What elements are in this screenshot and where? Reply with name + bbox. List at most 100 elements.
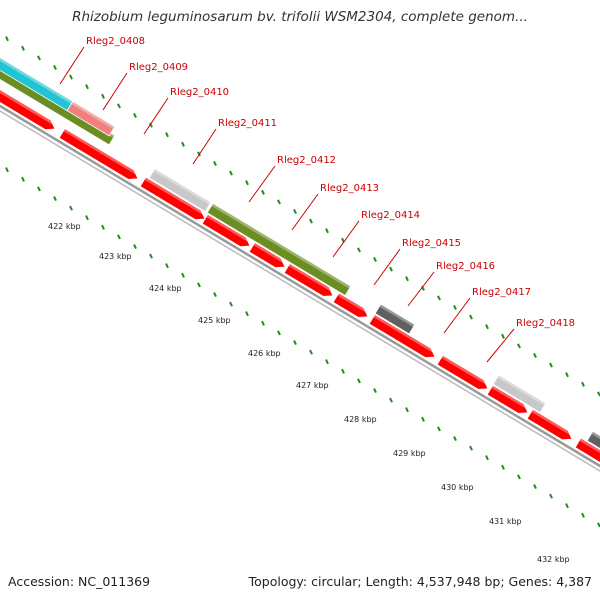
dark-gray-feature[interactable] [374, 303, 416, 335]
cds-arrow[interactable] [436, 354, 491, 393]
kbp-label: 426 kbp [248, 349, 281, 358]
kbp-labels: 422 kbp 423 kbp 424 kbp 425 kbp 426 kbp 427 k… [48, 222, 570, 564]
cds-arrow[interactable] [526, 408, 575, 444]
inner-tick [245, 311, 249, 317]
inner-tick [53, 195, 57, 202]
outer-tick [453, 304, 457, 311]
cds-arrow[interactable] [332, 292, 371, 322]
outer-tick [389, 266, 393, 272]
kbp-label: 425 kbp [198, 316, 231, 325]
cds-arrow[interactable] [139, 176, 208, 224]
inner-tick [293, 339, 297, 346]
gene-labels: Rleg2_0408 Rleg2_0409 Rleg2_0410 Rleg2_0411… [86, 36, 575, 329]
inner-tick [5, 167, 9, 173]
gene-label[interactable]: Rleg2_0409 [129, 62, 188, 73]
inner-tick [85, 215, 89, 221]
outer-tick [533, 352, 537, 359]
label-leaders [59, 46, 515, 363]
outer-tick [229, 170, 233, 176]
cds-arrow[interactable] [58, 127, 141, 183]
topology-summary: Topology: circular; Length: 4,537,948 bp… [248, 574, 592, 589]
gene-label[interactable]: Rleg2_0418 [516, 318, 575, 329]
cds-arrow[interactable] [283, 262, 336, 300]
inner-tick [405, 407, 409, 413]
inner-tick [37, 186, 41, 192]
outer-tick [85, 84, 89, 90]
gene-label[interactable]: Rleg2_0410 [170, 87, 229, 98]
outer-tick [469, 314, 473, 320]
olive-feature[interactable] [206, 202, 352, 297]
outer-tick [21, 45, 25, 51]
pink-feature[interactable] [66, 100, 116, 137]
inner-tick [533, 483, 537, 490]
inner-tick [485, 455, 489, 461]
leader-line [332, 220, 360, 258]
inner-tick [565, 503, 569, 509]
kbp-label: 423 kbp [99, 252, 132, 261]
leader-line [443, 297, 471, 334]
leader-line [192, 128, 217, 165]
gene-label[interactable]: Rleg2_0412 [277, 155, 336, 166]
inner-tick [181, 272, 185, 278]
outer-tick [5, 36, 9, 42]
inner-tick [101, 224, 105, 230]
gene-label[interactable]: Rleg2_0415 [402, 238, 461, 249]
inner-tick [213, 291, 217, 298]
accession-text: Accession: NC_011369 [8, 574, 151, 589]
outer-tick [197, 151, 201, 157]
tick-marks [5, 36, 600, 528]
inner-tick [357, 378, 361, 384]
outer-tick [261, 189, 265, 195]
light-gray-feature[interactable] [492, 374, 547, 414]
cds-arrow[interactable] [0, 85, 58, 133]
outer-tick [213, 160, 217, 167]
inner-tick [21, 176, 25, 182]
inner-tick [517, 474, 521, 480]
inner-tick [341, 368, 345, 374]
cds-arrow[interactable] [486, 384, 531, 417]
cds-arrow[interactable] [574, 437, 600, 467]
gene-label[interactable]: Rleg2_0417 [472, 287, 531, 298]
outer-tick [325, 228, 329, 234]
gene-label[interactable]: Rleg2_0414 [361, 210, 420, 221]
gene-label[interactable]: Rleg2_0408 [86, 36, 145, 47]
light-gray-feature[interactable] [148, 167, 212, 213]
gene-label[interactable]: Rleg2_0411 [218, 118, 277, 129]
outer-tick [437, 295, 441, 301]
outer-tick [133, 112, 137, 119]
gene-label[interactable]: Rleg2_0416 [436, 261, 495, 272]
leader-line [248, 165, 276, 203]
outer-tick [309, 218, 313, 224]
backbone-shadow [0, 110, 600, 472]
outer-tick [485, 324, 489, 330]
outer-tick [53, 64, 57, 71]
inner-tick [165, 263, 169, 269]
outer-tick [581, 381, 585, 387]
outer-tick [245, 180, 249, 186]
inner-tick [197, 282, 201, 288]
inner-tick [133, 243, 137, 250]
leader-line [143, 97, 169, 135]
inner-tick [261, 320, 265, 326]
outer-tick [565, 372, 569, 378]
inner-tick [229, 301, 233, 307]
cds-arrow[interactable] [248, 241, 288, 271]
backbone-line [0, 104, 600, 468]
cds-arrow[interactable] [368, 313, 438, 361]
outer-tick [117, 103, 121, 109]
outer-tick [517, 343, 521, 349]
genome-backbone [0, 104, 600, 472]
leader-line [407, 271, 435, 307]
outer-tick [277, 199, 281, 205]
cds-arrow[interactable] [201, 213, 253, 250]
inner-tick [453, 435, 457, 442]
gene-label[interactable]: Rleg2_0413 [320, 183, 379, 194]
leader-line [373, 248, 401, 286]
feature-track [0, 53, 600, 467]
outer-tick [37, 55, 41, 61]
kbp-label: 427 kbp [296, 381, 329, 390]
map-title: Rhizobium leguminosarum bv. trifolii WSM… [72, 9, 528, 25]
inner-tick [421, 416, 425, 422]
kbp-label: 430 kbp [441, 483, 474, 492]
